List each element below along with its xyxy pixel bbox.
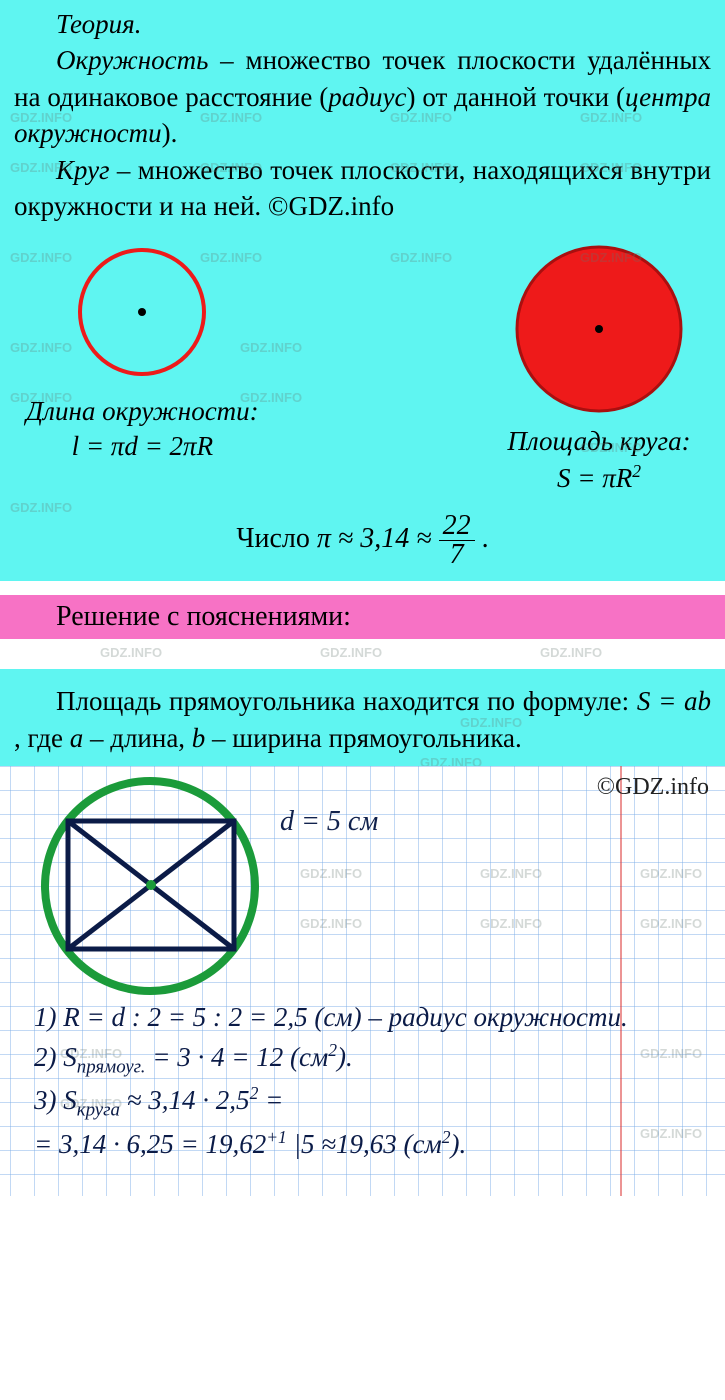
center-point	[146, 880, 156, 890]
step-4: = 3,14 · 6,25 = 19,62+1 |5 ≈19,63 (см2).	[34, 1125, 705, 1165]
figures-row: Длина окружности: l = πd = 2πR Площадь к…	[14, 237, 711, 494]
rect-text-3: – длина,	[83, 723, 192, 753]
disk-formula: S = πR2	[557, 461, 641, 494]
watermark: GDZ.INFO	[480, 916, 542, 931]
watermark-layer: GDZ.INFO GDZ.INFO GDZ.INFO	[0, 639, 725, 669]
s3b: ≈ 3,14 · 2,5	[120, 1085, 250, 1115]
watermark: GDZ.INFO	[640, 866, 702, 881]
circle-label: Длина окружности:	[26, 393, 259, 429]
term-disk: Круг	[56, 155, 110, 185]
circle-center-dot	[138, 308, 146, 316]
s4a: = 3,14 · 6,25 = 19,62	[34, 1129, 266, 1159]
rect-a: a	[70, 723, 84, 753]
s3-exp: 2	[250, 1083, 259, 1103]
pi-expr: π ≈ 3,14 ≈	[317, 523, 439, 554]
s2-exp: 2	[328, 1040, 337, 1060]
watermark: GDZ.INFO	[480, 866, 542, 881]
rect-area-section: GDZ.INFO GDZ.INFO Площадь прямоугольника…	[0, 669, 725, 766]
s2c: ).	[337, 1042, 353, 1072]
gap	[0, 581, 725, 595]
rect-text-2: , где	[14, 723, 70, 753]
solution-steps: 1) R = d : 2 = 5 : 2 = 2,5 (см) – радиус…	[34, 998, 705, 1165]
disk-definition: Круг – множество точек плоскости, находя…	[14, 152, 711, 225]
s3c: =	[258, 1085, 283, 1115]
step-3: 3) Sкруга ≈ 3,14 · 2,52 =	[34, 1081, 705, 1124]
d-label: d = 5 см	[280, 806, 378, 838]
circle-formula: l = πd = 2πR	[72, 431, 214, 462]
watermark: GDZ.INFO	[420, 755, 482, 766]
pi-fraction: 227	[439, 512, 475, 569]
watermark: GDZ.INFO	[540, 645, 602, 660]
inscribed-diagram-svg	[20, 776, 280, 1001]
pi-suffix: .	[475, 523, 489, 554]
rect-b: b	[192, 723, 206, 753]
rect-text-4: – ширина прямоугольника.	[205, 723, 521, 753]
s2b: = 3 · 4 = 12 (см	[146, 1042, 329, 1072]
s3-sub: круга	[77, 1100, 120, 1121]
figure-disk: Площадь круга: S = πR2	[499, 237, 699, 494]
step-2: 2) Sпрямоуг. = 3 · 4 = 12 (см2).	[34, 1038, 705, 1081]
rect-formula: S = ab	[637, 686, 711, 716]
step-1: 1) R = d : 2 = 5 : 2 = 2,5 (см) – радиус…	[34, 998, 705, 1038]
copyright: ©GDZ.info	[597, 774, 709, 801]
frac-bot: 7	[439, 541, 475, 569]
watermark: GDZ.INFO	[320, 645, 382, 660]
disk-center-dot	[595, 325, 603, 333]
pi-prefix: Число	[236, 523, 317, 554]
watermark: GDZ.INFO	[300, 866, 362, 881]
s2a: 2) S	[34, 1042, 77, 1072]
circle-definition: Окружность – множество точек плоскости у…	[14, 42, 711, 151]
pi-value: Число π ≈ 3,14 ≈ 227 .	[14, 512, 711, 569]
s4-exp: 2	[442, 1127, 451, 1147]
graph-section: GDZ.INFO GDZ.INFO GDZ.INFO GDZ.INFO GDZ.…	[0, 766, 725, 1196]
disk-formula-base: S = πR	[557, 463, 632, 493]
disk-formula-exp: 2	[632, 461, 641, 481]
solution-header-text: Решение с пояснениями:	[56, 601, 351, 632]
circle-def-text2: ) от данной точки (	[406, 82, 625, 112]
theory-section: GDZ.INFO GDZ.INFO GDZ.INFO GDZ.INFO GDZ.…	[0, 0, 725, 581]
theory-heading-text: Теория.	[56, 9, 141, 39]
watermark: GDZ.INFO	[100, 645, 162, 660]
disk-svg	[499, 237, 699, 417]
watermark: GDZ.INFO	[300, 916, 362, 931]
watermark: GDZ.INFO	[640, 916, 702, 931]
circle-svg	[62, 237, 222, 387]
s2-sub: прямоуг.	[77, 1056, 146, 1077]
frac-top: 22	[439, 512, 475, 541]
circle-def-text3: ).	[162, 118, 178, 148]
rect-area-text: Площадь прямоугольника находится по форм…	[14, 683, 711, 756]
s3a: 3) S	[34, 1085, 77, 1115]
theory-heading: Теория.	[14, 6, 711, 42]
s4c: ).	[451, 1129, 467, 1159]
figure-circle: Длина окружности: l = πd = 2πR	[26, 237, 259, 494]
term-circle: Окружность	[56, 45, 208, 75]
disk-label: Площадь круга:	[507, 423, 690, 459]
term-radius: радиус	[328, 82, 406, 112]
gap-watermark: GDZ.INFO GDZ.INFO GDZ.INFO	[0, 639, 725, 669]
disk-def-text: – множество точек плоскости, находящихся…	[14, 155, 711, 221]
s4b: |5 ≈19,63 (см	[287, 1129, 442, 1159]
solution-header: Решение с пояснениями:	[0, 595, 725, 639]
rect-text-1: Площадь прямоугольника находится по форм…	[56, 686, 637, 716]
s4-sup: +1	[266, 1127, 287, 1147]
